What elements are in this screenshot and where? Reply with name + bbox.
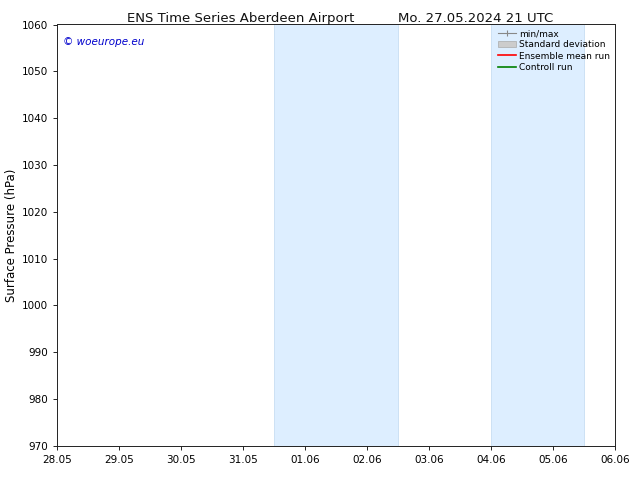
Text: © woeurope.eu: © woeurope.eu: [63, 37, 144, 47]
Text: ENS Time Series Aberdeen Airport: ENS Time Series Aberdeen Airport: [127, 12, 354, 25]
Text: Mo. 27.05.2024 21 UTC: Mo. 27.05.2024 21 UTC: [398, 12, 553, 25]
Bar: [491, 24, 584, 446]
Legend: min/max, Standard deviation, Ensemble mean run, Controll run: min/max, Standard deviation, Ensemble me…: [496, 27, 612, 74]
Y-axis label: Surface Pressure (hPa): Surface Pressure (hPa): [4, 169, 18, 302]
Bar: [274, 24, 398, 446]
